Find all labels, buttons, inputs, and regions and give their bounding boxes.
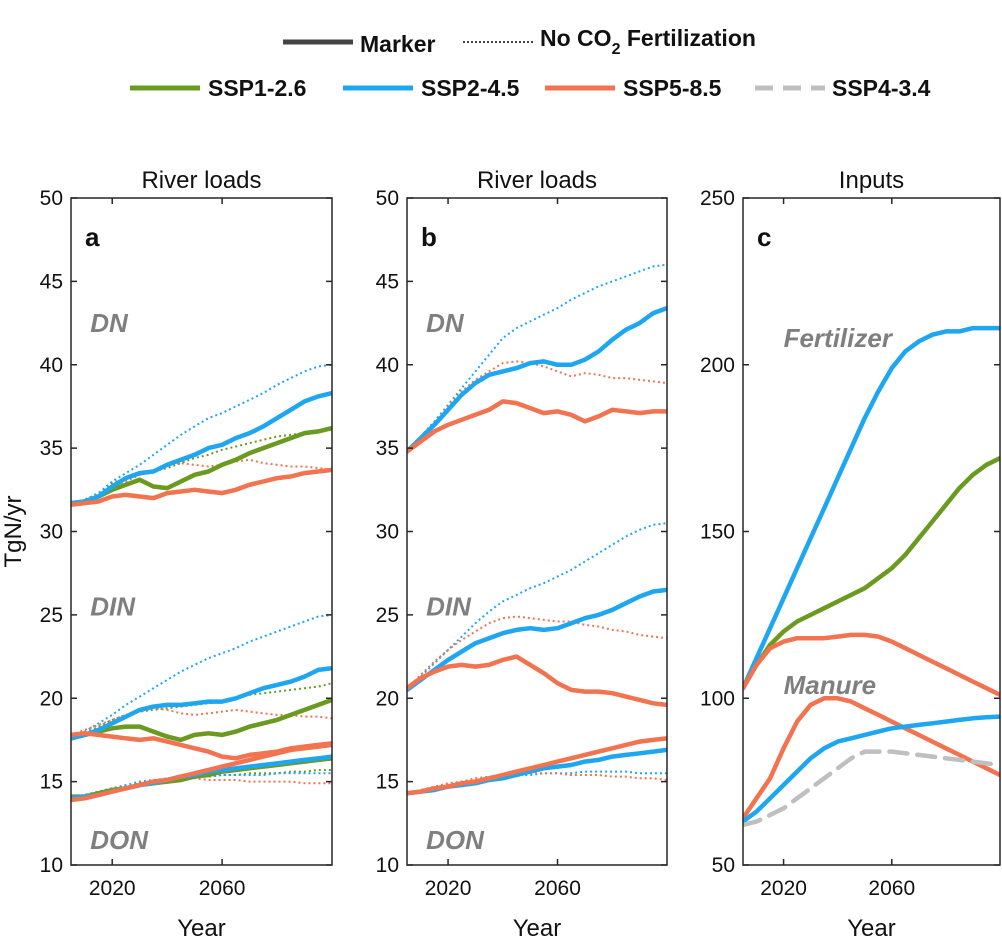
series-a-din-ssp2-4.5-no-co2	[71, 613, 332, 740]
series-b-din-ssp5-8.5-marker	[407, 654, 667, 708]
series-a-dn-ssp5-8.5-marker	[71, 467, 332, 508]
y-tick-label: 20	[376, 687, 399, 710]
x-tick-label: 2060	[534, 877, 581, 900]
series-a-dn-ssp2-4.5-no-co2	[71, 363, 332, 505]
panel-b-title: River loads	[477, 167, 597, 194]
y-tick-label: 20	[40, 687, 63, 710]
series-c-manure-ssp5-8.5-marker	[743, 696, 1000, 821]
y-tick-label: 15	[40, 771, 63, 794]
y-tick-label: 10	[376, 854, 399, 877]
x-tick-label: 2060	[199, 877, 246, 900]
panel-c: 50 100 150 200 250 2020 2060 Inputs Year c Fertili…	[700, 167, 1001, 942]
annotation-don: DON	[90, 825, 149, 855]
series-b-dn-ssp5-8.5-marker	[407, 399, 667, 454]
annotation-don: DON	[426, 825, 485, 855]
y-tick-label: 50	[712, 854, 735, 877]
y-tick-label: 15	[376, 771, 399, 794]
annotation-din: DIN	[426, 592, 472, 622]
series-a-dn-ssp1-2.6-marker	[71, 425, 332, 506]
y-tick-label: 250	[700, 187, 735, 210]
legend-no-co2-subscript: 2	[612, 41, 621, 58]
x-tick-label: 2020	[760, 877, 807, 900]
legend-ssp2-4.5-label: SSP2-4.5	[421, 75, 520, 101]
legend-ssp5-8.5-label: SSP5-8.5	[623, 75, 722, 101]
panel-b: 10 15 20 25 30 35 40 45 50 2020 2060 River loads Yea…	[376, 167, 668, 942]
annotation-manure: Manure	[784, 670, 876, 700]
x-tick-label: 2060	[868, 877, 915, 900]
series-a-don-ssp5-8.5-no-co2	[71, 777, 332, 801]
series-b-don-ssp5-8.5-no-co2	[407, 772, 667, 795]
panel-c-xlabel: Year	[847, 915, 896, 940]
series-a-din-ssp1-2.6-marker	[71, 697, 332, 743]
y-tick-label: 150	[700, 521, 735, 544]
series-c-manure-ssp2-4.5-marker	[743, 714, 1000, 824]
series-b-don-ssp2-4.5-no-co2	[407, 770, 667, 795]
legend-no-co2-main: No CO	[540, 25, 612, 51]
annotation-din: DIN	[90, 592, 136, 622]
series-c-fertilizer-ssp1-2.6-marker	[743, 455, 1000, 691]
y-tick-label: 25	[376, 604, 399, 627]
series-b-din-ssp2-4.5-marker	[407, 587, 667, 693]
y-tick-label: 30	[376, 521, 399, 544]
y-tick-label: 50	[376, 187, 399, 210]
series-b-din-ssp2-4.5-no-co2	[407, 522, 667, 691]
panel-b-series	[407, 263, 667, 796]
y-tick-label: 100	[700, 687, 735, 710]
annotation-dn: DN	[90, 308, 129, 338]
panel-a-xlabel: Year	[177, 915, 226, 940]
panel-b-letter: b	[421, 222, 437, 252]
y-tick-label: 45	[40, 270, 63, 293]
y-tick-label: 40	[376, 354, 399, 377]
series-a-dn-ssp2-4.5-marker	[71, 390, 332, 506]
panel-c-title: Inputs	[839, 167, 904, 194]
panel-a-ylabel: TgN/yr	[0, 495, 27, 567]
series-a-din-ssp5-8.5-no-co2	[71, 707, 332, 736]
y-tick-label: 45	[376, 270, 399, 293]
y-tick-label: 25	[40, 604, 63, 627]
panel-a-series	[71, 363, 332, 803]
series-c-fertilizer-ssp2-4.5-marker	[743, 325, 1000, 691]
panel-a-title: River loads	[141, 167, 261, 194]
y-tick-label: 35	[40, 437, 63, 460]
x-tick-label: 2020	[89, 877, 136, 900]
panel-b-xlabel: Year	[513, 915, 562, 940]
series-a-don-ssp2-4.5-no-co2	[71, 772, 332, 800]
legend-marker-label: Marker	[360, 31, 435, 57]
legend-ssp4-3.4-label: SSP4-3.4	[832, 75, 931, 101]
panels: 10 15 20 25 30 35 40 45 50 2020 2060 River loads Yea…	[0, 167, 1001, 942]
annotation-dn: DN	[426, 308, 465, 338]
series-c-manure-ssp4-3.4-dashed	[743, 749, 1000, 828]
series-a-din-ssp5-8.5-marker	[71, 731, 332, 761]
series-c-fertilizer-ssp5-8.5-marker	[743, 632, 1000, 698]
panel-a: 10 15 20 25 30 35 40 45 50 2020 2060 River loads Yea…	[0, 167, 333, 942]
y-tick-label: 200	[700, 354, 735, 377]
legend-ssp1-2.6-label: SSP1-2.6	[208, 75, 306, 101]
y-tick-label: 10	[40, 854, 63, 877]
legend: Marker No CO2 Fertilization SSP1-2.6 SSP2-4…	[130, 25, 931, 101]
series-a-din-ssp2-4.5-marker	[71, 665, 332, 741]
annotation-fertilizer: Fertilizer	[784, 323, 894, 353]
y-tick-label: 50	[40, 187, 63, 210]
y-tick-label: 35	[376, 437, 399, 460]
series-a-don-ssp5-8.5-marker	[71, 742, 332, 803]
panel-c-letter: c	[757, 222, 771, 252]
y-tick-label: 40	[40, 354, 63, 377]
series-b-dn-ssp2-4.5-marker	[407, 305, 667, 454]
series-b-dn-ssp2-4.5-no-co2	[407, 263, 667, 453]
panel-c-frame	[742, 197, 1001, 866]
panel-c-series	[743, 325, 1000, 828]
legend-no-co2-label: No CO2 Fertilization	[540, 25, 756, 58]
panel-a-letter: a	[85, 222, 100, 252]
x-tick-label: 2020	[425, 877, 472, 900]
legend-no-co2-suffix: Fertilization	[620, 25, 755, 51]
series-b-don-ssp5-8.5-marker	[407, 736, 667, 796]
y-tick-label: 30	[40, 521, 63, 544]
series-b-dn-ssp5-8.5-no-co2	[407, 360, 667, 453]
